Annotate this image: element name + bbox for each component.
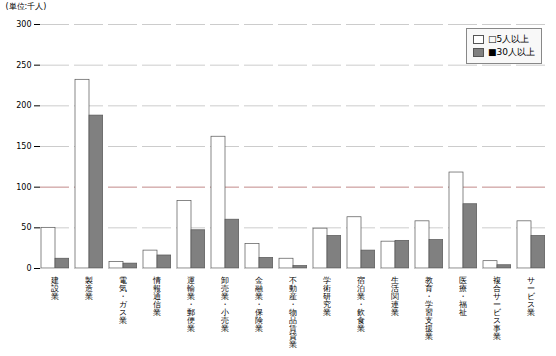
svg-text:卸売業・小売業: 卸売業・小売業 (221, 276, 229, 333)
svg-text:50: 50 (21, 223, 31, 232)
svg-text:情報通信業: 情報通信業 (152, 276, 161, 317)
svg-text:0: 0 (26, 264, 31, 273)
svg-text:200: 200 (16, 101, 31, 110)
svg-text:電気・ガス業: 電気・ガス業 (119, 276, 128, 325)
svg-text:300: 300 (16, 20, 31, 29)
svg-text:サービス業: サービス業 (527, 276, 536, 317)
html-text:□5人以上: □5人以上 (488, 34, 530, 44)
svg-text:金融業・保険業: 金融業・保険業 (255, 276, 263, 333)
html-text:■30人以上: ■30人以上 (488, 47, 535, 57)
svg-text:宿泊業・飲食業: 宿泊業・飲食業 (357, 276, 365, 333)
svg-text:不動産・物品賃貸業: 不動産・物品賃貸業 (289, 276, 297, 349)
svg-text:複合サービス事業: 複合サービス事業 (493, 276, 502, 341)
svg-text:運輸業・郵便業: 運輸業・郵便業 (187, 276, 195, 333)
svg-text:(単位:千人): (単位:千人) (6, 2, 47, 11)
svg-text:教育・学習支援業: 教育・学習支援業 (425, 276, 433, 341)
svg-text:100: 100 (16, 183, 31, 192)
svg-text:建設業: 建設業 (50, 276, 59, 301)
svg-text:150: 150 (16, 142, 31, 151)
svg-text:250: 250 (16, 61, 31, 70)
svg-text:医療・福祉: 医療・福祉 (459, 276, 467, 317)
svg-text:学術研究業: 学術研究業 (323, 276, 331, 317)
svg-text:生活関連業: 生活関連業 (391, 276, 399, 317)
svg-text:製造業: 製造業 (85, 276, 93, 301)
